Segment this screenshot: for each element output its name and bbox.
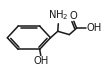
Text: OH: OH xyxy=(33,56,48,66)
Text: O: O xyxy=(69,11,77,21)
Text: NH$_2$: NH$_2$ xyxy=(48,9,69,22)
Text: OH: OH xyxy=(87,23,102,33)
